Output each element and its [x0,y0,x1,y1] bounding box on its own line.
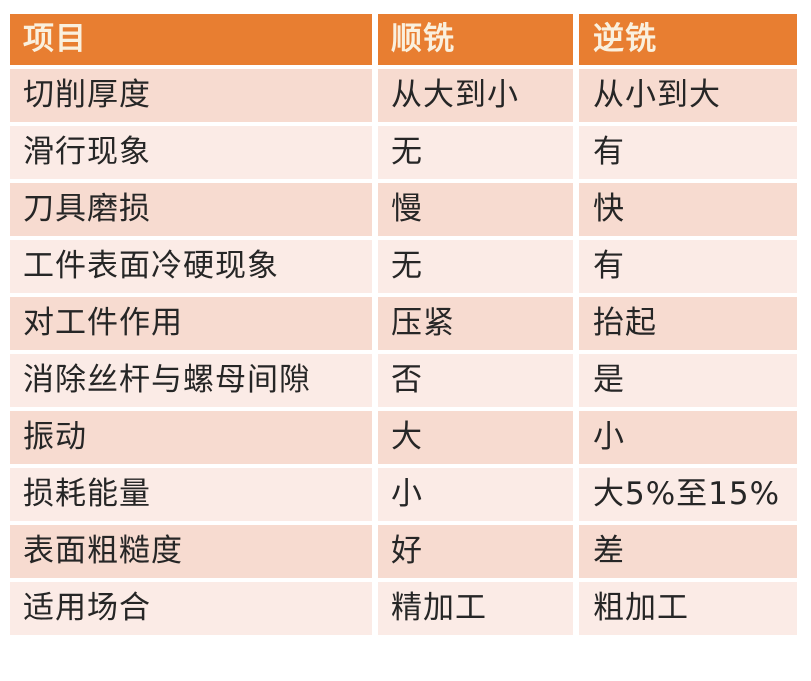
conventional-milling-cell: 快 [579,183,797,236]
conventional-milling-cell: 抬起 [579,297,797,350]
item-cell: 滑行现象 [10,126,372,179]
table-row: 工件表面冷硬现象无有 [10,240,797,293]
climb-milling-cell: 无 [378,126,573,179]
table-row: 刀具磨损慢快 [10,183,797,236]
header-cell-item: 项目 [10,14,372,65]
table-row: 切削厚度 从大到小 从小到大 [10,69,797,122]
conventional-milling-cell: 大5%至15% [579,468,797,521]
item-cell: 表面粗糙度 [10,525,372,578]
climb-milling-cell: 从大到小 [378,69,573,122]
item-cell: 工件表面冷硬现象 [10,240,372,293]
item-cell: 损耗能量 [10,468,372,521]
climb-milling-cell: 大 [378,411,573,464]
table-row: 振动大小 [10,411,797,464]
milling-comparison-table: 项目 顺铣 逆铣 切削厚度 从大到小 从小到大 滑行现象无有刀具磨损慢快工件表面冷硬现… [10,14,797,639]
conventional-milling-cell: 粗加工 [579,582,797,635]
climb-milling-cell: 否 [378,354,573,407]
conventional-milling-cell: 有 [579,240,797,293]
item-cell: 振动 [10,411,372,464]
climb-milling-cell: 小 [378,468,573,521]
climb-milling-cell: 好 [378,525,573,578]
table-row: 损耗能量小大5%至15% [10,468,797,521]
table-row: 表面粗糙度好差 [10,525,797,578]
table-row: 适用场合 精加工 粗加工 [10,582,797,635]
header-cell-climb-milling: 顺铣 [378,14,573,65]
table-body: 切削厚度 从大到小 从小到大 滑行现象无有刀具磨损慢快工件表面冷硬现象无有对工件作用压… [10,69,797,635]
conventional-milling-cell: 小 [579,411,797,464]
climb-milling-cell: 精加工 [378,582,573,635]
table-row: 对工件作用 压紧 抬起 [10,297,797,350]
climb-milling-cell: 无 [378,240,573,293]
table-row: 滑行现象无有 [10,126,797,179]
climb-milling-cell: 慢 [378,183,573,236]
header-cell-conventional-milling: 逆铣 [579,14,797,65]
conventional-milling-cell: 差 [579,525,797,578]
item-cell: 对工件作用 [10,297,372,350]
item-cell: 切削厚度 [10,69,372,122]
item-cell: 适用场合 [10,582,372,635]
conventional-milling-cell: 从小到大 [579,69,797,122]
conventional-milling-cell: 有 [579,126,797,179]
conventional-milling-cell: 是 [579,354,797,407]
climb-milling-cell: 压紧 [378,297,573,350]
table-header-row: 项目 顺铣 逆铣 [10,14,797,65]
item-cell: 刀具磨损 [10,183,372,236]
table-row: 消除丝杆与螺母间隙否是 [10,354,797,407]
item-cell: 消除丝杆与螺母间隙 [10,354,372,407]
